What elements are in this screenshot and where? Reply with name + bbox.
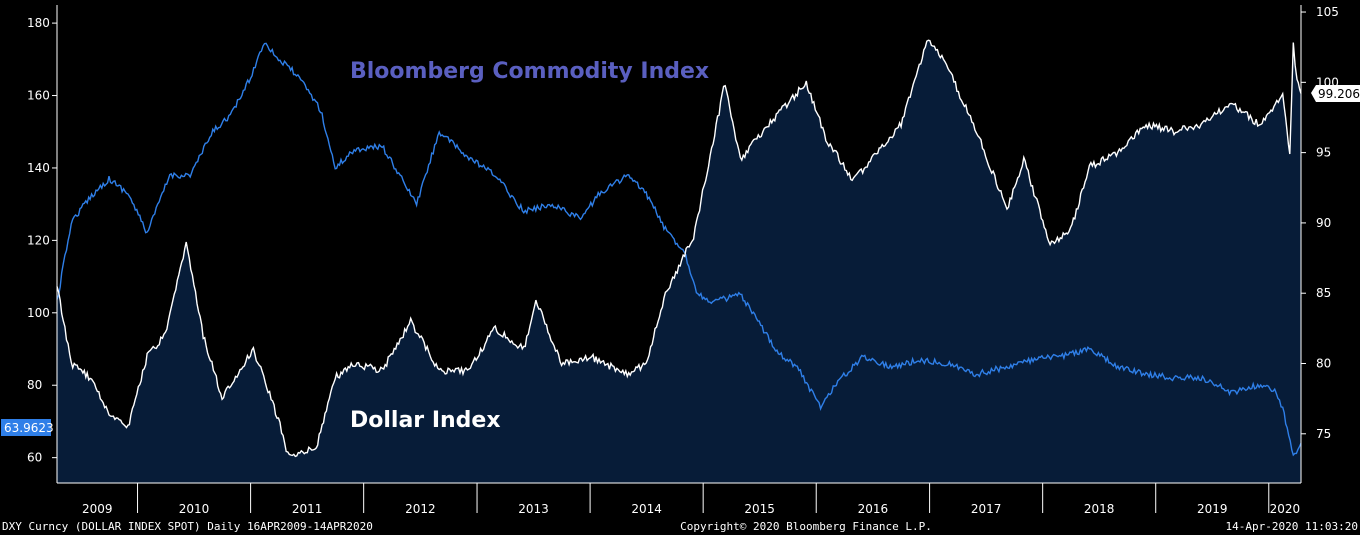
right-tick-label: 95 bbox=[1316, 146, 1331, 160]
left-tick-label: 60 bbox=[27, 451, 42, 465]
x-tick-label: 2014 bbox=[631, 502, 662, 516]
series-label-bloomberg-commodity: Bloomberg Commodity Index bbox=[350, 59, 709, 84]
left-tick-label: 100 bbox=[27, 306, 50, 320]
left-tick-label: 120 bbox=[27, 233, 50, 247]
x-tick-label: 2018 bbox=[1084, 502, 1115, 516]
bloomberg-commodity-line bbox=[56, 42, 1302, 457]
left-tick-label: 80 bbox=[27, 378, 42, 392]
footer-copyright: Copyright© 2020 Bloomberg Finance L.P. bbox=[680, 520, 932, 533]
x-tick-label: 2011 bbox=[292, 502, 323, 516]
dxy-last-value: 99.206 bbox=[1318, 87, 1360, 101]
left-tick-label: 140 bbox=[27, 161, 50, 175]
left-tick-label: 180 bbox=[27, 16, 50, 30]
plot-area bbox=[56, 39, 1302, 484]
x-tick-label: 2015 bbox=[744, 502, 775, 516]
bcom-last-value-tag: 63.9623 bbox=[1, 419, 54, 436]
bcom-last-value: 63.9623 bbox=[4, 421, 54, 435]
x-tick-label: 2017 bbox=[971, 502, 1002, 516]
x-tick-label: 2016 bbox=[858, 502, 889, 516]
x-tick-label: 2020 bbox=[1270, 502, 1301, 516]
x-tick-label: 2013 bbox=[518, 502, 549, 516]
x-tick-label: 2010 bbox=[179, 502, 210, 516]
dollar-index-line bbox=[56, 39, 1302, 458]
dxy-last-value-tag: 99.206 bbox=[1311, 85, 1360, 102]
x-tick-label: 2019 bbox=[1197, 502, 1228, 516]
x-tick-label: 2009 bbox=[82, 502, 113, 516]
left-tick-label: 160 bbox=[27, 89, 50, 103]
footer: DXY Curncy (DOLLAR INDEX SPOT) Daily 16A… bbox=[2, 520, 1358, 533]
right-tick-label: 90 bbox=[1316, 216, 1331, 230]
left-y-axis: 60 80 100 120 140 160 180 bbox=[27, 5, 58, 483]
right-tick-label: 85 bbox=[1316, 286, 1331, 300]
footer-timestamp: 14-Apr-2020 11:03:20 bbox=[1226, 520, 1358, 533]
x-tick-label: 2012 bbox=[405, 502, 436, 516]
right-tick-label: 80 bbox=[1316, 357, 1331, 371]
footer-ticker: DXY Curncy (DOLLAR INDEX SPOT) Daily 16A… bbox=[2, 520, 373, 533]
right-tick-label: 75 bbox=[1316, 427, 1331, 441]
right-tick-label: 105 bbox=[1316, 5, 1339, 19]
x-axis: 2009 2010 2011 2012 2013 2014 2015 2016 2017 2018… bbox=[57, 482, 1301, 516]
series-label-dollar-index: Dollar Index bbox=[350, 408, 501, 433]
